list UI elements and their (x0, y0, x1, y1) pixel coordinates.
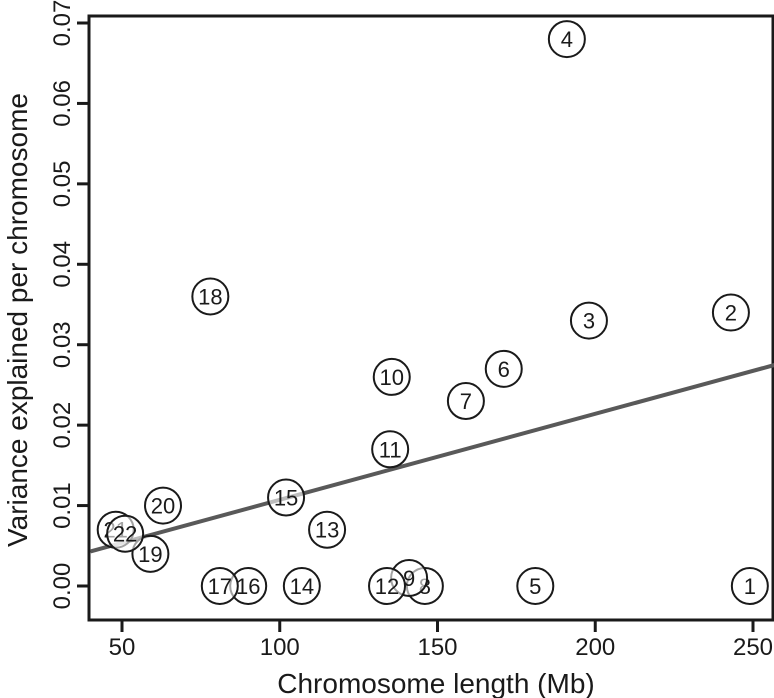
point-label: 7 (460, 389, 472, 414)
point-marker (484, 349, 523, 388)
point-marker (371, 430, 410, 469)
point-marker (711, 293, 750, 332)
point-label: 12 (375, 574, 399, 599)
point-label: 4 (561, 27, 573, 52)
point-marker (282, 567, 321, 605)
fit-line-layer (89, 363, 774, 554)
point-label: 16 (236, 574, 260, 599)
point-label: 17 (208, 574, 232, 599)
y-tick-label: 0.02 (49, 402, 76, 449)
y-tick-label: 0.07 (49, 0, 76, 46)
x-tick-label: 50 (109, 634, 136, 661)
point-label: 15 (274, 486, 298, 511)
point-chr-1: 1 (730, 567, 769, 605)
y-tick-label: 0.04 (49, 241, 76, 288)
point-marker (516, 567, 555, 605)
x-tick-label: 100 (260, 634, 300, 661)
point-chr-19: 19 (131, 534, 170, 573)
point-chr-12: 12 (368, 567, 407, 605)
point-marker (144, 486, 183, 525)
point-chr-20: 20 (144, 486, 183, 525)
y-axis-label: Variance explained per chromosome (2, 93, 33, 547)
point-chr-10: 10 (372, 357, 411, 396)
x-tick-label: 150 (417, 634, 457, 661)
point-chr-3: 3 (569, 301, 608, 340)
point-marker (730, 567, 769, 605)
point-label: 20 (151, 494, 175, 519)
point-marker (446, 382, 485, 421)
point-chr-15: 15 (267, 478, 306, 517)
point-marker (191, 277, 230, 316)
point-label: 6 (498, 357, 510, 382)
point-label: 5 (529, 574, 541, 599)
point-label: 3 (583, 309, 595, 334)
point-label: 18 (198, 284, 222, 309)
y-tick-label: 0.03 (49, 321, 76, 368)
point-chr-16: 16 (229, 567, 268, 605)
point-marker (372, 357, 411, 396)
y-tick-label: 0.05 (49, 160, 76, 207)
x-tick-label: 200 (575, 634, 615, 661)
point-chr-6: 6 (484, 349, 523, 388)
y-tick-label: 0.01 (49, 482, 76, 529)
point-label: 9 (403, 566, 415, 591)
point-chr-22: 22 (106, 514, 145, 553)
x-tick-label: 250 (733, 634, 773, 661)
point-chr-11: 11 (371, 430, 410, 469)
point-chr-13: 13 (308, 510, 347, 549)
point-marker (131, 534, 170, 573)
point-label: 14 (290, 574, 314, 599)
x-axis-label: Chromosome length (Mb) (277, 668, 594, 698)
point-marker (368, 567, 407, 605)
point-label: 10 (380, 365, 404, 390)
regression-line (89, 363, 774, 554)
point-label: 22 (113, 522, 137, 547)
point-marker (200, 567, 239, 605)
point-chr-18: 18 (191, 277, 230, 316)
plot-frame (87, 14, 774, 622)
y-axis: 0.00 0.01 0.02 0.03 0.04 0.05 0.06 0.07 (49, 0, 89, 609)
point-chr-17: 17 (200, 567, 239, 605)
point-label: 13 (315, 518, 339, 543)
points-layer: 12345678910111213141516171819202122 (96, 20, 769, 605)
point-label: 19 (138, 542, 162, 567)
point-marker (308, 510, 347, 549)
x-axis: 50 100 150 200 250 (109, 620, 773, 661)
point-chr-14: 14 (282, 567, 321, 605)
point-chr-2: 2 (711, 293, 750, 332)
point-chr-5: 5 (516, 567, 555, 605)
point-label: 11 (379, 437, 402, 462)
y-tick-label: 0.00 (49, 563, 76, 610)
point-marker (547, 20, 586, 59)
point-chr-4: 4 (547, 20, 586, 59)
point-marker (569, 301, 608, 340)
point-chr-7: 7 (446, 382, 485, 421)
point-marker (106, 514, 145, 553)
point-label: 2 (725, 301, 737, 326)
y-tick-label: 0.06 (49, 80, 76, 127)
point-marker (267, 478, 306, 517)
point-label: 1 (744, 574, 756, 599)
